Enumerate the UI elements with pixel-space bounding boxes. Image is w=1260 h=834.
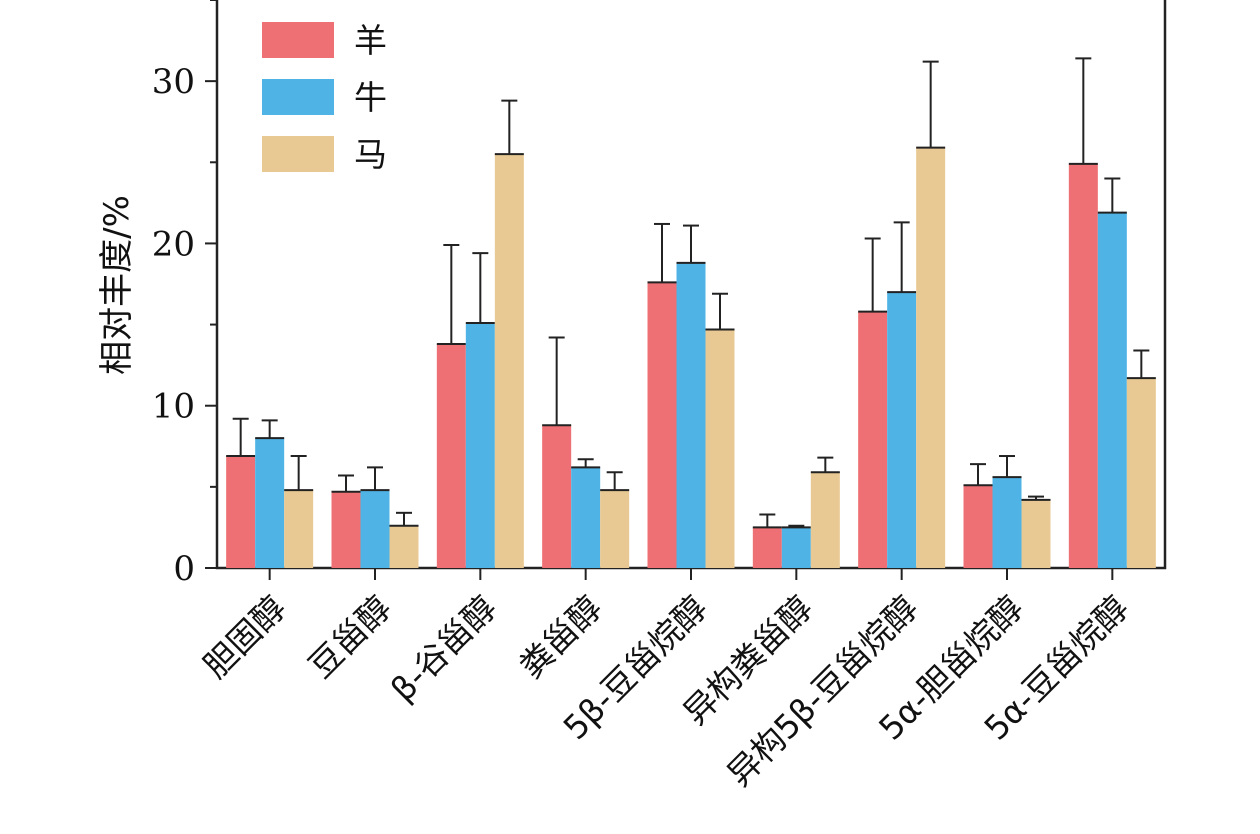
legend-swatch-1 xyxy=(262,79,334,115)
bar-2-1 xyxy=(389,525,419,568)
legend-label-0: 羊 xyxy=(354,21,387,60)
bar-1-5 xyxy=(781,527,811,568)
bar-2-3 xyxy=(600,490,630,568)
bar-2-6 xyxy=(916,147,946,568)
bar-2-4 xyxy=(705,329,735,568)
bar-2-7 xyxy=(1021,499,1051,568)
bar-1-3 xyxy=(571,467,601,568)
bar-1-4 xyxy=(676,262,706,568)
bar-0-3 xyxy=(542,425,572,568)
error-bars-layer xyxy=(232,57,1150,528)
bar-2-5 xyxy=(810,472,840,568)
bar-0-1 xyxy=(331,491,361,568)
legend: 羊牛马 xyxy=(262,21,387,174)
legend-label-2: 马 xyxy=(354,135,387,174)
bar-1-6 xyxy=(887,292,917,568)
bar-1-1 xyxy=(360,490,390,568)
bar-0-0 xyxy=(226,456,256,568)
y-tick-label-0: 0 xyxy=(173,549,195,589)
bar-0-7 xyxy=(963,485,993,568)
y-axis-label: 相对丰度/% xyxy=(97,195,137,375)
y-tick-label-30: 30 xyxy=(152,62,195,102)
bar-2-2 xyxy=(494,154,524,568)
x-tick-label-2: β-谷甾醇 xyxy=(383,588,504,709)
x-tick-label-0: 胆固醇 xyxy=(196,588,294,686)
bars-layer xyxy=(226,146,1156,568)
bar-0-6 xyxy=(858,311,888,568)
legend-swatch-0 xyxy=(262,22,334,58)
legend-swatch-2 xyxy=(262,136,334,172)
bar-1-7 xyxy=(992,477,1022,568)
bar-2-0 xyxy=(284,490,314,568)
x-tick-label-3: 粪甾醇 xyxy=(512,588,610,686)
legend-label-1: 牛 xyxy=(354,78,387,117)
x-tick-label-1: 豆甾醇 xyxy=(301,588,399,686)
y-tick-label-10: 10 xyxy=(152,387,195,427)
bar-2-8 xyxy=(1126,378,1156,568)
bar-0-4 xyxy=(647,282,677,568)
bar-1-2 xyxy=(465,322,495,568)
x-tick-label-6: 异构5β-豆甾烷醇 xyxy=(720,588,926,794)
y-tick-label-20: 20 xyxy=(152,224,195,264)
bar-0-5 xyxy=(752,527,782,568)
bar-0-2 xyxy=(436,344,466,568)
bar-1-8 xyxy=(1097,212,1127,568)
bar-1-0 xyxy=(255,438,285,568)
bar-0-8 xyxy=(1068,163,1098,568)
